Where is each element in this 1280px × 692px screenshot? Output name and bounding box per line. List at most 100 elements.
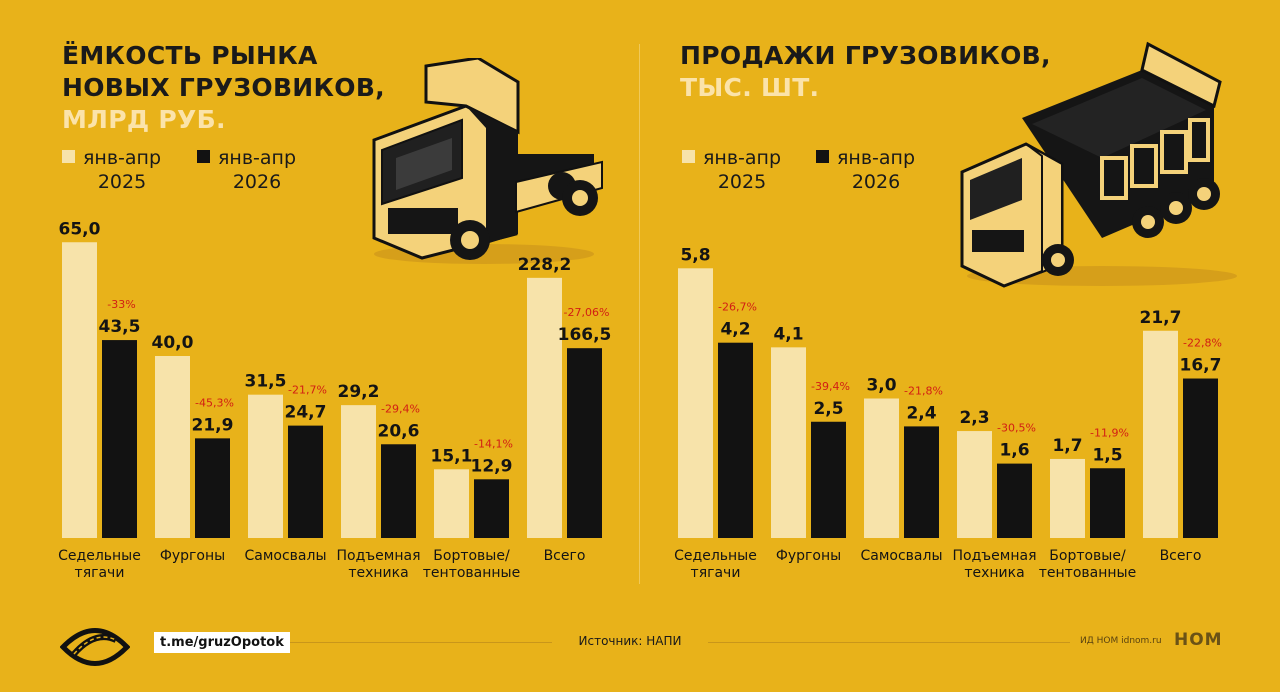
legend-label-line: 2025 bbox=[717, 171, 767, 193]
data-label-2026: 12,9 bbox=[471, 456, 513, 476]
data-label-2025: 65,0 bbox=[59, 219, 101, 239]
footer-rule bbox=[272, 642, 552, 643]
change-label: -27,06% bbox=[564, 306, 610, 319]
change-label: -14,1% bbox=[474, 437, 513, 450]
bar-2026 bbox=[1183, 378, 1218, 538]
panel-divider bbox=[639, 44, 640, 584]
bar-2025 bbox=[155, 356, 190, 538]
legend-item-2025: янв-апр 2025 bbox=[62, 146, 161, 194]
bar-2025 bbox=[678, 268, 713, 538]
bar-2026 bbox=[811, 421, 846, 538]
data-label-2026: 1,6 bbox=[999, 441, 1029, 461]
data-label-2026: 4,2 bbox=[720, 320, 750, 340]
data-label-2025: 21,7 bbox=[1140, 308, 1182, 328]
tick-label: Седельные bbox=[674, 548, 757, 564]
legend-swatch-2025 bbox=[682, 150, 695, 163]
tick-label: тентованные bbox=[423, 565, 520, 581]
tick-label: Седельные bbox=[58, 548, 141, 564]
data-label-2025: 5,8 bbox=[680, 245, 710, 265]
chart-title-text: ПРОДАЖИ ГРУЗОВИКОВ, bbox=[680, 41, 1051, 70]
chart-title-text: ЁМКОСТЬ РЫНКА НОВЫХ ГРУЗОВИКОВ, bbox=[62, 41, 385, 102]
bar-2026 bbox=[102, 340, 137, 538]
data-label-2025: 1,7 bbox=[1052, 436, 1082, 456]
tick-label: Подъемная bbox=[953, 548, 1037, 564]
legend-label-line: 2026 bbox=[851, 171, 901, 193]
data-label-2026: 166,5 bbox=[558, 325, 612, 345]
data-label-2026: 2,5 bbox=[813, 399, 843, 419]
legend-label-line: 2025 bbox=[97, 171, 147, 193]
tick-label: Фургоны bbox=[776, 548, 841, 564]
change-label: -22,8% bbox=[1183, 337, 1222, 350]
bar-2026 bbox=[195, 438, 230, 538]
data-label-2026: 21,9 bbox=[192, 415, 234, 435]
legend-item-2025: янв-апр 2025 bbox=[682, 146, 781, 194]
chart-unit: ТЫС. ШТ. bbox=[680, 73, 820, 102]
tick-label: Всего bbox=[1160, 548, 1202, 564]
footer bbox=[0, 600, 1280, 692]
data-label-2026: 24,7 bbox=[285, 403, 327, 423]
tick-label: Бортовые/ bbox=[433, 548, 510, 564]
legend-item-2026: янв-апр 2026 bbox=[816, 146, 915, 194]
bar-2025 bbox=[434, 469, 469, 538]
legend-label-line: янв-апр bbox=[703, 147, 782, 169]
telegram-link[interactable]: t.me/gruzOpotok bbox=[154, 632, 290, 653]
bar-2026 bbox=[381, 444, 416, 538]
eye-road-logo-icon bbox=[59, 622, 131, 676]
change-label: -45,3% bbox=[195, 396, 234, 409]
change-label: -21,7% bbox=[288, 384, 327, 397]
data-label-2026: 20,6 bbox=[378, 421, 420, 441]
data-label-2025: 15,1 bbox=[431, 446, 473, 466]
bar-2026 bbox=[567, 348, 602, 538]
change-label: -26,7% bbox=[718, 301, 757, 314]
bar-2025 bbox=[1050, 458, 1085, 538]
publisher-logo: НОМ bbox=[1174, 630, 1223, 650]
bar-2025 bbox=[864, 398, 899, 538]
truck-sales-panel: ПРОДАЖИ ГРУЗОВИКОВ, ТЫС. ШТ. bbox=[640, 0, 1280, 600]
change-label: -29,4% bbox=[381, 402, 420, 415]
tick-label: Всего bbox=[544, 548, 586, 564]
bar-2025 bbox=[771, 347, 806, 538]
data-label-2025: 31,5 bbox=[245, 372, 287, 392]
tick-label: Подъемная bbox=[337, 548, 421, 564]
market-capacity-panel: ЁМКОСТЬ РЫНКА НОВЫХ ГРУЗОВИКОВ, МЛРД РУБ… bbox=[0, 0, 640, 600]
bar-2026 bbox=[718, 342, 753, 538]
change-label: -11,9% bbox=[1090, 426, 1129, 439]
data-label-2026: 2,4 bbox=[906, 403, 936, 423]
chart-title: ПРОДАЖИ ГРУЗОВИКОВ, ТЫС. ШТ. bbox=[680, 40, 1100, 104]
data-label-2026: 1,5 bbox=[1092, 445, 1122, 465]
legend-label-line: 2026 bbox=[232, 171, 282, 193]
data-label-2026: 43,5 bbox=[99, 317, 141, 337]
bar-2026 bbox=[474, 479, 509, 538]
bar-2025 bbox=[341, 405, 376, 538]
dump-truck-icon bbox=[952, 40, 1242, 294]
bar-2025 bbox=[248, 394, 283, 538]
bar-2026 bbox=[288, 425, 323, 538]
tick-label: техника bbox=[964, 565, 1024, 581]
publisher-credit: ИД НОМ idnom.ru bbox=[1080, 636, 1162, 646]
tick-label: Самосвалы bbox=[244, 548, 326, 564]
tick-label: Бортовые/ bbox=[1049, 548, 1126, 564]
data-label-2025: 4,1 bbox=[773, 324, 803, 344]
change-label: -39,4% bbox=[811, 380, 850, 393]
tick-label: техника bbox=[348, 565, 408, 581]
chart-unit: МЛРД РУБ. bbox=[62, 105, 226, 134]
bar-2026 bbox=[997, 463, 1032, 538]
change-label: -33% bbox=[107, 298, 135, 311]
tick-label: тягачи bbox=[691, 565, 741, 581]
bar-2025 bbox=[62, 242, 97, 538]
legend-swatch-2026 bbox=[197, 150, 210, 163]
change-label: -21,8% bbox=[904, 384, 943, 397]
legend-swatch-2025 bbox=[62, 150, 75, 163]
data-label-2025: 3,0 bbox=[866, 376, 896, 396]
bar-2026 bbox=[1090, 468, 1125, 538]
legend-label-line: янв-апр bbox=[83, 147, 162, 169]
bar-2025 bbox=[527, 277, 562, 538]
source-note: Источник: НАПИ bbox=[578, 634, 682, 648]
tick-label: Фургоны bbox=[160, 548, 225, 564]
legend-label-line: янв-апр bbox=[837, 147, 916, 169]
tick-label: тентованные bbox=[1039, 565, 1136, 581]
data-label-2025: 40,0 bbox=[152, 333, 194, 353]
bar-2026 bbox=[904, 426, 939, 538]
